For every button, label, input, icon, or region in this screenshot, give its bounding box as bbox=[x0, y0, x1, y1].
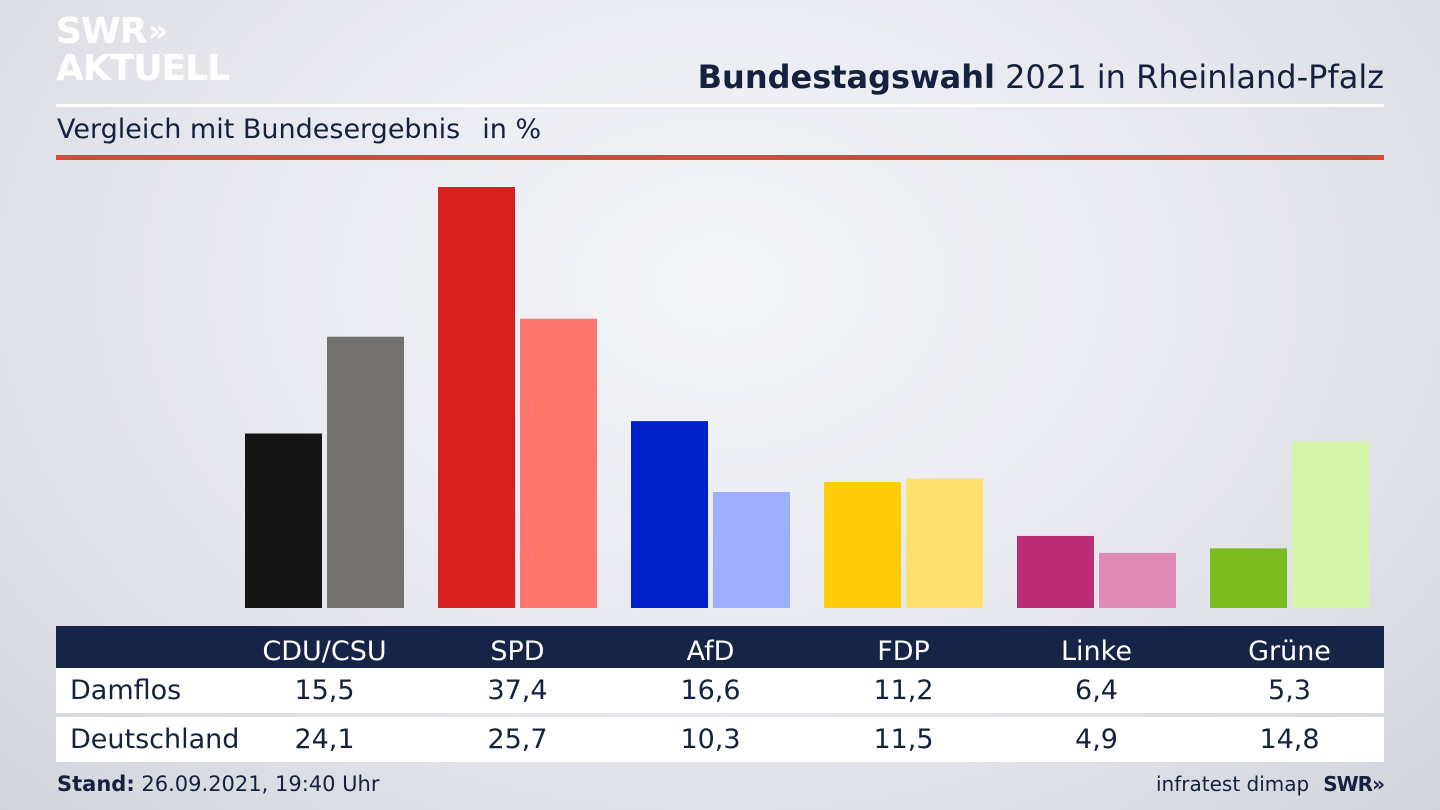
logo-aktuell-text: AKTUELL bbox=[56, 48, 230, 89]
value-deutschland-cdu-csu: 24,1 bbox=[294, 724, 355, 755]
subtitle-unit: in % bbox=[482, 114, 542, 145]
table-corner bbox=[56, 626, 246, 668]
bar-linke-deutschland bbox=[1099, 552, 1176, 608]
value-deutschland-fdp: 11,5 bbox=[873, 724, 934, 755]
column-header-cdu-csu: CDU/CSU bbox=[262, 635, 387, 667]
row-label-damflos: Damflos bbox=[70, 675, 182, 706]
bar-spd-deutschland bbox=[520, 318, 597, 608]
bar-grüne-deutschland bbox=[1292, 441, 1369, 608]
timestamp: Stand: 26.09.2021, 19:40 Uhr bbox=[57, 772, 380, 796]
swr-brand-arrows-icon: » bbox=[1372, 772, 1385, 796]
value-deutschland-afd: 10,3 bbox=[680, 724, 741, 755]
bar-grüne-damflos bbox=[1210, 548, 1287, 608]
bar-cdu-csu-damflos bbox=[245, 433, 322, 608]
bar-cdu-csu-deutschland bbox=[327, 336, 404, 608]
bar-linke-damflos bbox=[1017, 535, 1094, 608]
value-damflos-afd: 16,6 bbox=[680, 675, 741, 706]
results-table: CDU/CSU SPD AfD FDP Linke Grüne Damflos 15,5 3… bbox=[56, 626, 1384, 762]
value-damflos-fdp: 11,2 bbox=[873, 675, 934, 706]
table-header-row: CDU/CSU SPD AfD FDP Linke Grüne bbox=[56, 626, 1384, 668]
value-deutschland-grüne: 14,8 bbox=[1259, 724, 1320, 755]
value-deutschland-spd: 25,7 bbox=[487, 724, 548, 755]
value-damflos-linke: 6,4 bbox=[1075, 675, 1118, 706]
chart-title-rest: 2021 in Rheinland-Pfalz bbox=[995, 58, 1384, 96]
timestamp-value: 26.09.2021, 19:40 Uhr bbox=[134, 772, 380, 796]
chart-title: Bundestagswahl 2021 in Rheinland-Pfalz bbox=[698, 58, 1384, 96]
column-header-spd: SPD bbox=[490, 635, 545, 667]
column-header-linke: Linke bbox=[1061, 635, 1132, 667]
row-label-deutschland: Deutschland bbox=[70, 724, 240, 755]
swr-brand-text: SWR bbox=[1323, 772, 1373, 796]
table-row-deutschland: Deutschland 24,1 25,7 10,3 11,5 4,9 14,8 bbox=[56, 717, 1384, 762]
chart-subtitle: Vergleich mit Bundesergebnis in % bbox=[57, 114, 541, 145]
bar-fdp-deutschland bbox=[906, 478, 983, 608]
value-deutschland-linke: 4,9 bbox=[1075, 724, 1118, 755]
value-damflos-grüne: 5,3 bbox=[1268, 675, 1311, 706]
swr-brand-logo: SWR» bbox=[1323, 772, 1385, 796]
bar-afd-damflos bbox=[631, 421, 708, 608]
logo-swr-text: SWR bbox=[56, 11, 147, 52]
swr-aktuell-logo: SWR » AKTUELL bbox=[56, 11, 230, 89]
column-header-fdp: FDP bbox=[877, 635, 930, 667]
table-row-damflos: Damflos 15,5 37,4 16,6 11,2 6,4 5,3 bbox=[56, 668, 1384, 713]
column-header-grüne: Grüne bbox=[1248, 635, 1331, 667]
value-damflos-cdu-csu: 15,5 bbox=[294, 675, 355, 706]
accent-divider bbox=[56, 155, 1384, 160]
value-damflos-spd: 37,4 bbox=[487, 675, 548, 706]
chart-title-bold: Bundestagswahl bbox=[697, 58, 995, 96]
bar-spd-damflos bbox=[438, 187, 515, 608]
bar-afd-deutschland bbox=[713, 492, 790, 608]
title-divider bbox=[56, 104, 1384, 107]
source-text: infratest dimap bbox=[1156, 772, 1310, 796]
bar-fdp-damflos bbox=[824, 481, 901, 608]
bar-chart bbox=[245, 187, 1369, 608]
column-header-afd: AfD bbox=[686, 635, 735, 667]
timestamp-label: Stand: bbox=[57, 772, 135, 796]
source-credit: infratest dimap SWR» bbox=[1156, 772, 1385, 796]
subtitle-text: Vergleich mit Bundesergebnis bbox=[57, 114, 461, 145]
